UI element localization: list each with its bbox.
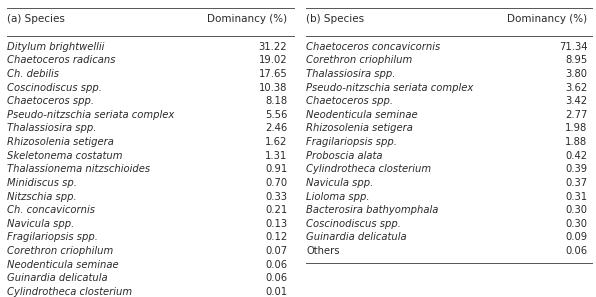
Text: Proboscia alata: Proboscia alata [306,151,383,161]
Text: Pseudo-nitzschia seriata complex: Pseudo-nitzschia seriata complex [7,110,175,120]
Text: (a) Species: (a) Species [7,14,65,24]
Text: 0.31: 0.31 [566,192,588,202]
Text: 3.80: 3.80 [566,69,588,79]
Text: 31.22: 31.22 [259,42,287,52]
Text: 0.33: 0.33 [265,192,287,202]
Text: Guinardia delicatula: Guinardia delicatula [306,233,407,242]
Text: 0.42: 0.42 [566,151,588,161]
Text: Thalassiosira spp.: Thalassiosira spp. [306,69,396,79]
Text: 0.01: 0.01 [265,287,287,297]
Text: 2.77: 2.77 [565,110,588,120]
Text: 0.13: 0.13 [265,219,287,229]
Text: Chaetoceros spp.: Chaetoceros spp. [306,96,393,106]
Text: 1.31: 1.31 [265,151,287,161]
Text: 0.30: 0.30 [566,205,588,215]
Text: 0.06: 0.06 [566,246,588,256]
Text: Coscinodiscus spp.: Coscinodiscus spp. [7,83,102,93]
Text: 71.34: 71.34 [559,42,588,52]
Text: Coscinodiscus spp.: Coscinodiscus spp. [306,219,401,229]
Text: Ch. debilis: Ch. debilis [7,69,60,79]
Text: Rhizosolenia setigera: Rhizosolenia setigera [7,137,114,147]
Text: Fragilariopsis spp.: Fragilariopsis spp. [306,137,397,147]
Text: 0.21: 0.21 [265,205,287,215]
Text: 0.39: 0.39 [566,164,588,174]
Text: 8.18: 8.18 [265,96,287,106]
Text: Others: Others [306,246,340,256]
Text: 0.37: 0.37 [566,178,588,188]
Text: Nitzschia spp.: Nitzschia spp. [7,192,77,202]
Text: Chaetoceros concavicornis: Chaetoceros concavicornis [306,42,440,52]
Text: Cylindrotheca closterium: Cylindrotheca closterium [306,164,432,174]
Text: 8.95: 8.95 [565,55,588,65]
Text: 0.06: 0.06 [265,273,287,283]
Text: 1.62: 1.62 [265,137,287,147]
Text: (b) Species: (b) Species [306,14,364,24]
Text: Navicula spp.: Navicula spp. [306,178,374,188]
Text: 3.42: 3.42 [566,96,588,106]
Text: 3.62: 3.62 [565,83,588,93]
Text: Guinardia delicatula: Guinardia delicatula [7,273,108,283]
Text: Ch. concavicornis: Ch. concavicornis [7,205,95,215]
Text: Minidiscus sp.: Minidiscus sp. [7,178,77,188]
Text: 19.02: 19.02 [259,55,287,65]
Text: Chaetoceros radicans: Chaetoceros radicans [7,55,116,65]
Text: 1.88: 1.88 [566,137,588,147]
Text: Corethron criophilum: Corethron criophilum [306,55,412,65]
Text: Chaetoceros spp.: Chaetoceros spp. [7,96,94,106]
Text: 17.65: 17.65 [259,69,287,79]
Text: 5.56: 5.56 [265,110,287,120]
Text: Neodenticula seminae: Neodenticula seminae [306,110,418,120]
Text: 0.07: 0.07 [265,246,287,256]
Text: Corethron criophilum: Corethron criophilum [7,246,114,256]
Text: Fragilariopsis spp.: Fragilariopsis spp. [7,233,98,242]
Text: 2.46: 2.46 [265,124,287,133]
Text: Neodenticula seminae: Neodenticula seminae [7,260,119,270]
Text: Skeletonema costatum: Skeletonema costatum [7,151,123,161]
Text: Ditylum brightwellii: Ditylum brightwellii [7,42,105,52]
Text: Thalassionema nitzschioides: Thalassionema nitzschioides [7,164,150,174]
Text: Bacterosira bathyomphala: Bacterosira bathyomphala [306,205,439,215]
Text: Pseudo-nitzschia seriata complex: Pseudo-nitzschia seriata complex [306,83,474,93]
Text: Lioloma spp.: Lioloma spp. [306,192,370,202]
Text: 0.91: 0.91 [265,164,287,174]
Text: 0.12: 0.12 [265,233,287,242]
Text: Rhizosolenia setigera: Rhizosolenia setigera [306,124,413,133]
Text: 0.09: 0.09 [566,233,588,242]
Text: 0.30: 0.30 [566,219,588,229]
Text: Navicula spp.: Navicula spp. [7,219,74,229]
Text: 10.38: 10.38 [259,83,287,93]
Text: Dominancy (%): Dominancy (%) [207,14,287,24]
Text: 0.06: 0.06 [265,260,287,270]
Text: 0.70: 0.70 [265,178,287,188]
Text: 1.98: 1.98 [565,124,588,133]
Text: Cylindrotheca closterium: Cylindrotheca closterium [7,287,132,297]
Text: Thalassiosira spp.: Thalassiosira spp. [7,124,97,133]
Text: Dominancy (%): Dominancy (%) [507,14,588,24]
